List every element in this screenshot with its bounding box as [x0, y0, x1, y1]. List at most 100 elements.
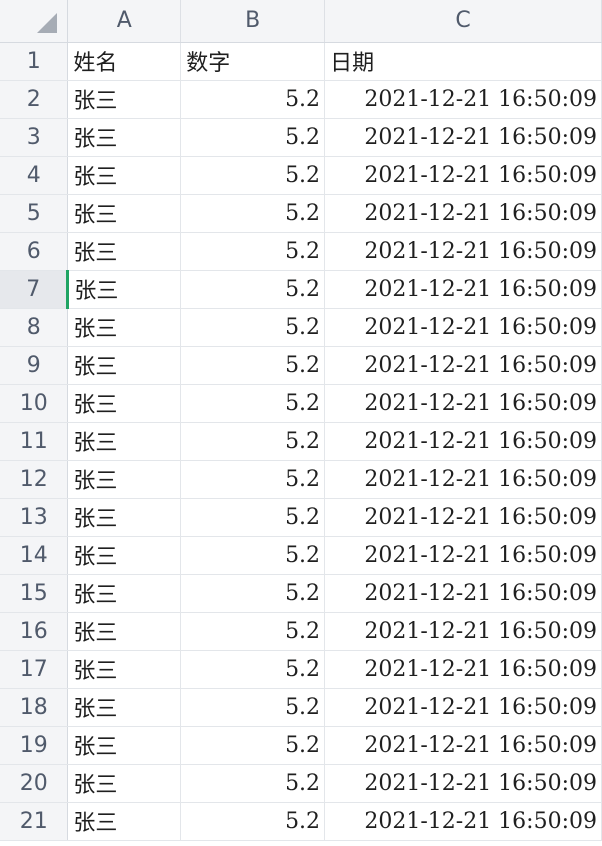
cell-number[interactable]: 5.2 — [180, 384, 326, 423]
header-cell-name[interactable]: 姓名 — [67, 42, 182, 81]
cell-name[interactable]: 张三 — [67, 118, 182, 157]
cell-name[interactable]: 张三 — [67, 384, 182, 423]
row-header[interactable]: 2 — [0, 80, 69, 119]
cell-date[interactable]: 2021-12-21 16:50:09 — [324, 346, 602, 385]
cell-name[interactable]: 张三 — [67, 80, 182, 119]
cell-date[interactable]: 2021-12-21 16:50:09 — [324, 574, 602, 613]
row-header[interactable]: 10 — [0, 384, 69, 423]
select-all-triangle-icon — [37, 12, 58, 33]
cell-number[interactable]: 5.2 — [180, 688, 326, 727]
cell-number[interactable]: 5.2 — [180, 232, 326, 271]
cell-date[interactable]: 2021-12-21 16:50:09 — [324, 498, 602, 537]
cell-number[interactable]: 5.2 — [180, 536, 326, 575]
row-header[interactable]: 7 — [0, 270, 70, 309]
cell-date[interactable]: 2021-12-21 16:50:09 — [324, 80, 602, 119]
cell-name[interactable]: 张三 — [67, 650, 182, 689]
row-header[interactable]: 1 — [0, 42, 69, 81]
cell-name[interactable]: 张三 — [67, 270, 182, 309]
cell-number[interactable]: 5.2 — [180, 80, 326, 119]
cell-name[interactable]: 张三 — [67, 232, 182, 271]
cell-number[interactable]: 5.2 — [180, 726, 326, 765]
row-header[interactable]: 6 — [0, 232, 69, 271]
select-all-corner[interactable] — [0, 0, 69, 43]
cell-number[interactable]: 5.2 — [180, 156, 326, 195]
row-header[interactable]: 11 — [0, 422, 69, 461]
row-header[interactable]: 15 — [0, 574, 69, 613]
cell-name[interactable]: 张三 — [67, 498, 182, 537]
cell-number[interactable]: 5.2 — [180, 650, 326, 689]
table-row: 5 张三 5.2 2021-12-21 16:50:09 — [0, 194, 602, 233]
row-header[interactable]: 8 — [0, 308, 69, 347]
cell-number[interactable]: 5.2 — [180, 460, 326, 499]
table-row: 2 张三 5.2 2021-12-21 16:50:09 — [0, 80, 602, 119]
row-header[interactable]: 4 — [0, 156, 69, 195]
row-header[interactable]: 20 — [0, 764, 69, 803]
cell-number[interactable]: 5.2 — [180, 118, 326, 157]
row-header[interactable]: 12 — [0, 460, 69, 499]
cell-name[interactable]: 张三 — [67, 422, 182, 461]
cell-date[interactable]: 2021-12-21 16:50:09 — [324, 688, 602, 727]
cell-name[interactable]: 张三 — [67, 536, 182, 575]
cell-date[interactable]: 2021-12-21 16:50:09 — [324, 118, 602, 157]
row-header[interactable]: 9 — [0, 346, 69, 385]
row-header[interactable]: 17 — [0, 650, 69, 689]
cell-number[interactable]: 5.2 — [180, 802, 326, 841]
cell-name[interactable]: 张三 — [67, 612, 182, 651]
header-cell-date[interactable]: 日期 — [324, 42, 602, 81]
cell-date[interactable]: 2021-12-21 16:50:09 — [324, 232, 602, 271]
table-row: 10 张三 5.2 2021-12-21 16:50:09 — [0, 384, 602, 423]
cell-number[interactable]: 5.2 — [180, 308, 326, 347]
cell-name[interactable]: 张三 — [67, 194, 182, 233]
header-cell-number[interactable]: 数字 — [180, 42, 326, 81]
cell-date[interactable]: 2021-12-21 16:50:09 — [324, 764, 602, 803]
cell-name[interactable]: 张三 — [67, 346, 182, 385]
cell-name[interactable]: 张三 — [67, 802, 182, 841]
cell-name[interactable]: 张三 — [67, 460, 182, 499]
cell-date[interactable]: 2021-12-21 16:50:09 — [324, 194, 602, 233]
cell-number[interactable]: 5.2 — [180, 574, 326, 613]
cell-date[interactable]: 2021-12-21 16:50:09 — [324, 612, 602, 651]
cell-name[interactable]: 张三 — [67, 764, 182, 803]
table-row: 9 张三 5.2 2021-12-21 16:50:09 — [0, 346, 602, 385]
row-header[interactable]: 19 — [0, 726, 69, 765]
cell-date[interactable]: 2021-12-21 16:50:09 — [324, 384, 602, 423]
row-header[interactable]: 13 — [0, 498, 69, 537]
cell-number[interactable]: 5.2 — [180, 612, 326, 651]
column-header-c[interactable]: C — [324, 0, 602, 43]
cell-date[interactable]: 2021-12-21 16:50:09 — [324, 460, 602, 499]
column-header-b[interactable]: B — [180, 0, 326, 43]
cell-number[interactable]: 5.2 — [180, 194, 326, 233]
cell-date[interactable]: 2021-12-21 16:50:09 — [324, 270, 602, 309]
table-row: 1 姓名 数字 日期 — [0, 42, 602, 81]
cell-number[interactable]: 5.2 — [180, 498, 326, 537]
column-header-a[interactable]: A — [67, 0, 182, 43]
row-header[interactable]: 3 — [0, 118, 69, 157]
cell-date[interactable]: 2021-12-21 16:50:09 — [324, 308, 602, 347]
table-row: 3 张三 5.2 2021-12-21 16:50:09 — [0, 118, 602, 157]
table-row: 4 张三 5.2 2021-12-21 16:50:09 — [0, 156, 602, 195]
table-row: 7 张三 5.2 2021-12-21 16:50:09 — [0, 270, 602, 309]
cell-date[interactable]: 2021-12-21 16:50:09 — [324, 156, 602, 195]
table-row: 15 张三 5.2 2021-12-21 16:50:09 — [0, 574, 602, 613]
cell-number[interactable]: 5.2 — [180, 346, 326, 385]
cell-date[interactable]: 2021-12-21 16:50:09 — [324, 802, 602, 841]
row-header[interactable]: 5 — [0, 194, 69, 233]
table-row: 8 张三 5.2 2021-12-21 16:50:09 — [0, 308, 602, 347]
cell-name[interactable]: 张三 — [67, 688, 182, 727]
cell-name[interactable]: 张三 — [67, 574, 182, 613]
cell-name[interactable]: 张三 — [67, 308, 182, 347]
row-header[interactable]: 14 — [0, 536, 69, 575]
cell-number[interactable]: 5.2 — [180, 422, 326, 461]
row-header[interactable]: 18 — [0, 688, 69, 727]
cell-number[interactable]: 5.2 — [180, 270, 326, 309]
row-header[interactable]: 21 — [0, 802, 69, 841]
cell-date[interactable]: 2021-12-21 16:50:09 — [324, 650, 602, 689]
cell-name[interactable]: 张三 — [67, 156, 182, 195]
row-header[interactable]: 16 — [0, 612, 69, 651]
cell-date[interactable]: 2021-12-21 16:50:09 — [324, 726, 602, 765]
cell-number[interactable]: 5.2 — [180, 764, 326, 803]
cell-date[interactable]: 2021-12-21 16:50:09 — [324, 536, 602, 575]
cell-name[interactable]: 张三 — [67, 726, 182, 765]
cell-date[interactable]: 2021-12-21 16:50:09 — [324, 422, 602, 461]
